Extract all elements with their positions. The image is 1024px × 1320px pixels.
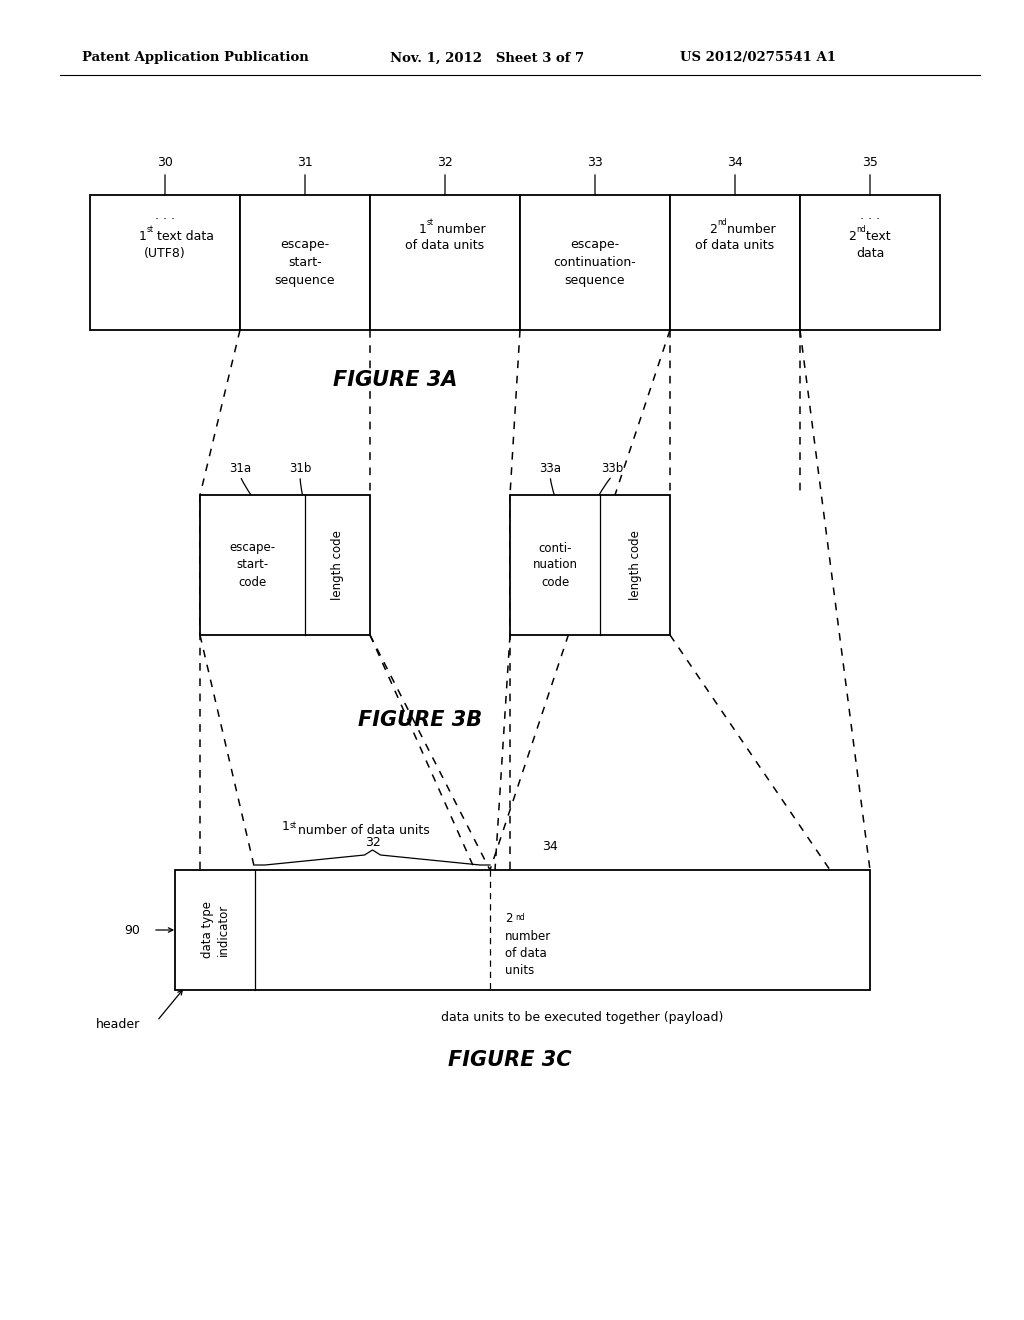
Text: 33a: 33a [539, 462, 561, 474]
Text: 32: 32 [365, 837, 380, 850]
Bar [510, 495, 670, 635]
Text: escape-
start-
code: escape- start- code [229, 541, 275, 589]
Text: number of data units: number of data units [294, 824, 430, 837]
Text: escape-
start-
sequence: escape- start- sequence [274, 238, 335, 286]
Text: 31a: 31a [229, 462, 251, 474]
Text: text data: text data [153, 230, 214, 243]
Text: escape-
continuation-
sequence: escape- continuation- sequence [554, 238, 636, 286]
Text: 2: 2 [505, 912, 512, 924]
Text: 2: 2 [710, 223, 717, 236]
Text: data units to be executed together (payload): data units to be executed together (payl… [441, 1011, 724, 1024]
Text: 31: 31 [297, 157, 313, 169]
Text: 90: 90 [124, 924, 140, 936]
Text: conti-
nuation
code: conti- nuation code [532, 541, 578, 589]
Text: number: number [433, 223, 485, 236]
Text: number
of data
units: number of data units [505, 931, 551, 977]
Text: nd: nd [515, 913, 524, 921]
Text: Patent Application Publication: Patent Application Publication [82, 51, 309, 65]
Text: 1: 1 [283, 820, 290, 833]
Text: FIGURE 3A: FIGURE 3A [333, 370, 457, 389]
Text: US 2012/0275541 A1: US 2012/0275541 A1 [680, 51, 836, 65]
Text: 1: 1 [419, 223, 427, 236]
Text: data: data [856, 247, 884, 260]
Text: 34: 34 [727, 157, 742, 169]
Bar [240, 195, 370, 330]
Text: 33: 33 [587, 157, 603, 169]
Text: 31b: 31b [289, 462, 311, 474]
Text: text: text [862, 230, 891, 243]
Text: of data units: of data units [695, 239, 774, 252]
Text: (UTF8): (UTF8) [144, 247, 186, 260]
Text: Nov. 1, 2012   Sheet 3 of 7: Nov. 1, 2012 Sheet 3 of 7 [390, 51, 584, 65]
Text: 32: 32 [437, 157, 453, 169]
Text: length code: length code [331, 531, 344, 599]
Bar [200, 495, 370, 635]
Bar [670, 195, 800, 330]
Text: 1: 1 [139, 230, 147, 243]
Text: · · ·: · · · [860, 213, 880, 226]
Bar [800, 195, 940, 330]
Text: st: st [290, 821, 297, 830]
Text: 33b: 33b [601, 462, 624, 474]
Bar [520, 195, 670, 330]
Text: 34: 34 [542, 841, 558, 854]
Text: of data units: of data units [406, 239, 484, 252]
Text: nd: nd [717, 218, 727, 227]
Text: data type
indicator: data type indicator [201, 902, 229, 958]
Bar [370, 195, 520, 330]
Text: nd: nd [856, 224, 865, 234]
Text: st: st [427, 218, 434, 227]
Text: st: st [147, 224, 155, 234]
Text: number: number [723, 223, 775, 236]
Text: FIGURE 3B: FIGURE 3B [358, 710, 482, 730]
Bar [175, 870, 870, 990]
Text: 30: 30 [157, 157, 173, 169]
Text: header: header [96, 1019, 140, 1031]
Text: FIGURE 3C: FIGURE 3C [449, 1049, 571, 1071]
Text: length code: length code [629, 531, 641, 599]
Bar [90, 195, 240, 330]
Text: 2: 2 [848, 230, 856, 243]
Text: 35: 35 [862, 157, 878, 169]
Text: · · ·: · · · [155, 213, 175, 226]
